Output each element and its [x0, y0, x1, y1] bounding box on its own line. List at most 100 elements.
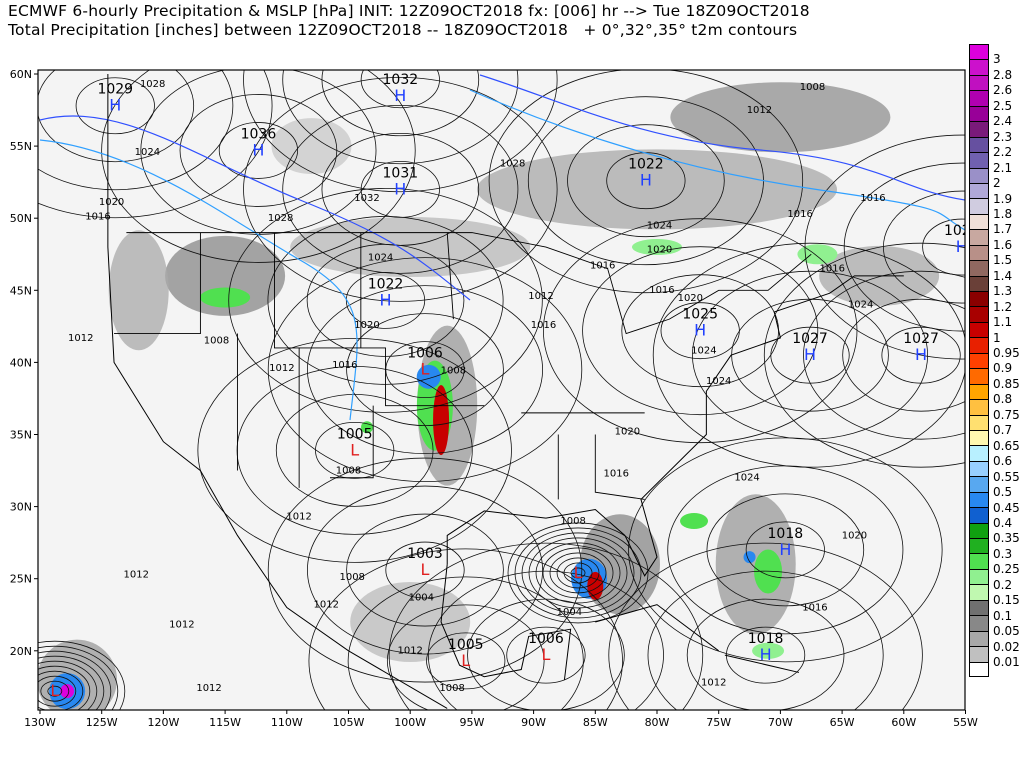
isobar-label: 1024	[848, 300, 873, 311]
isobar	[582, 246, 819, 416]
isobar-label: 1012	[169, 620, 194, 631]
lon-label: 120W	[147, 716, 179, 729]
isobar	[315, 421, 395, 479]
isobar-label: 1016	[531, 320, 556, 331]
colorbar-swatch	[969, 105, 989, 122]
isobar	[38, 660, 98, 710]
pressure-symbol: H	[394, 86, 406, 105]
isobar-label: 1012	[68, 333, 93, 344]
isobar-label: 1004	[409, 592, 434, 603]
isobar	[38, 650, 112, 710]
isobar-label: 1012	[397, 646, 422, 657]
colorbar-swatch	[969, 584, 989, 600]
pressure-symbol: L	[350, 440, 359, 459]
colorbar-label: 2	[993, 176, 1001, 191]
colorbar-label: 0.15	[993, 593, 1020, 608]
isobar-label: 1028	[500, 158, 525, 169]
isobar-label: 1024	[734, 473, 759, 484]
colorbar-label: 2.6	[993, 83, 1013, 98]
isobar	[467, 598, 625, 710]
precip-area	[477, 149, 837, 230]
colorbar-swatch	[969, 121, 989, 137]
isobar	[267, 257, 583, 483]
isobar	[47, 685, 63, 697]
colorbar-label: 0.75	[993, 407, 1020, 422]
isobar-label: 1020	[99, 197, 124, 208]
isobar-label: 1012	[269, 363, 294, 374]
lat-label: 25N	[10, 573, 32, 586]
isobar-label: 1024	[135, 147, 160, 158]
precip-area	[350, 581, 471, 662]
lon-label: 105W	[333, 716, 365, 729]
colorbar-label: 0.45	[993, 500, 1020, 515]
isobar	[346, 513, 504, 627]
isobar	[38, 645, 119, 710]
lat-label: 30N	[10, 501, 32, 514]
isobar	[549, 552, 607, 594]
lon-label: 55W	[953, 716, 978, 729]
lon-label: 130W	[24, 716, 56, 729]
isobar	[606, 152, 686, 210]
isobar-label: 1008	[204, 336, 229, 347]
isobar	[922, 218, 965, 276]
colorbar-swatch	[969, 476, 989, 492]
lon-label: 80W	[645, 716, 670, 729]
pressure-value: 1025	[682, 307, 718, 323]
lon-label: 70W	[768, 716, 793, 729]
isobar	[883, 190, 965, 304]
pressure-symbol: L	[421, 360, 430, 379]
lon-label: 75W	[706, 716, 731, 729]
lat-label: 50N	[10, 212, 32, 225]
isobar	[38, 655, 105, 710]
isobar	[38, 70, 195, 163]
lon-label: 115W	[209, 716, 241, 729]
colorbar-swatch	[969, 553, 989, 569]
colorbar-label: 0.9	[993, 361, 1013, 376]
isobar	[386, 604, 545, 710]
precip-core	[200, 287, 251, 308]
pressure-symbol: H	[694, 321, 706, 340]
pressure-symbol: H	[804, 345, 816, 364]
colorbar-swatch	[969, 445, 989, 461]
isobar	[243, 76, 558, 302]
pressure-value: 1032	[383, 72, 419, 88]
colorbar-swatch	[969, 460, 989, 477]
colorbar-label: 2.2	[993, 145, 1013, 160]
precip-core	[632, 239, 682, 256]
isobar-label: 1020	[615, 427, 640, 438]
isobar-label: 1016	[787, 209, 812, 220]
colorbar-label: 1.1	[993, 315, 1013, 330]
lat-label: 60N	[10, 68, 32, 81]
isobar	[528, 537, 628, 609]
colorbar-swatch	[969, 491, 989, 508]
colorbar-label: 2.1	[993, 160, 1013, 175]
map-title-line2: Total Precipitation [inches] between 12Z…	[8, 21, 798, 39]
colorbar-label: 2.4	[993, 114, 1013, 129]
colorbar-label: 0.25	[993, 562, 1020, 577]
isobar	[507, 522, 649, 624]
isobar	[881, 326, 961, 384]
isobar	[652, 242, 965, 468]
isobar	[842, 298, 965, 412]
colorbar-swatch	[969, 152, 989, 168]
pressure-value: 1036	[241, 126, 277, 142]
isobar-label: 1020	[842, 530, 867, 541]
isobar	[308, 548, 623, 710]
isobar	[179, 94, 338, 207]
lon-label: 65W	[830, 716, 855, 729]
colorbar-label: 0.1	[993, 608, 1013, 623]
isobar	[360, 70, 440, 109]
colorbar-label: 1.8	[993, 206, 1013, 221]
lat-label: 45N	[10, 284, 32, 297]
colorbar-label: 0.4	[993, 515, 1013, 530]
isobar	[101, 70, 416, 263]
pressure-symbol: H	[915, 345, 927, 364]
colorbar-label: 0.5	[993, 485, 1013, 500]
